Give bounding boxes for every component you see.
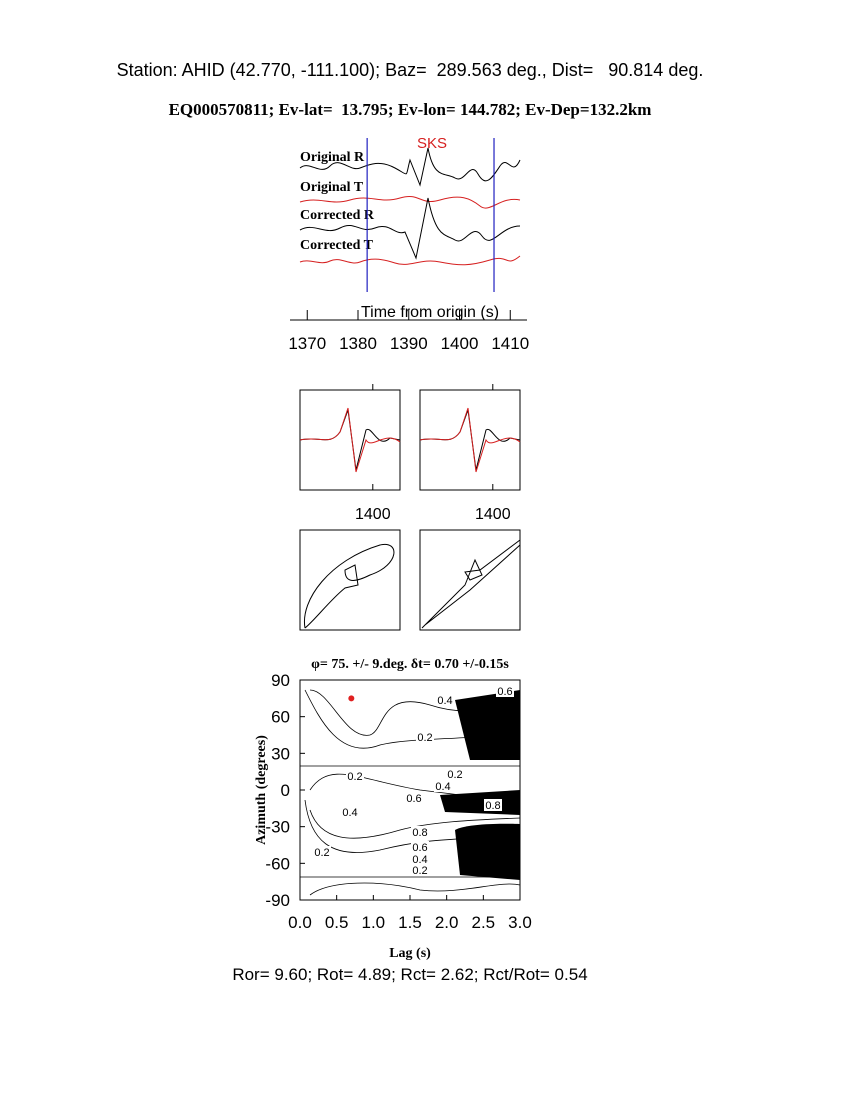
contour-label: 0.4 [437, 695, 452, 707]
contour-label-bg [341, 806, 359, 818]
contour-label: 0.2 [417, 732, 432, 744]
contour-line [309, 809, 521, 839]
contour-label: 0.2 [447, 769, 462, 781]
contour-label-bg [313, 846, 331, 858]
trace-label: Original R [300, 150, 365, 165]
panel-frame [299, 529, 401, 631]
x-tick-label: 1380 [339, 334, 377, 353]
contour-label-bg [346, 770, 364, 782]
contour-line [309, 689, 521, 736]
y-tick-label: -60 [265, 854, 290, 873]
particle-motion [303, 543, 395, 629]
x-tick-label: 1410 [491, 334, 529, 353]
contour-line [304, 689, 521, 749]
trace-label: Corrected R [300, 208, 375, 223]
contour-label: 0.8 [412, 827, 427, 839]
waveforms [299, 147, 521, 266]
x-tick-label: 1370 [288, 334, 326, 353]
contour-label-bg [446, 768, 464, 780]
contour-label: 0.2 [412, 865, 427, 877]
y-tick-label: -90 [265, 891, 290, 910]
panel-frame [419, 529, 521, 631]
contour-line [304, 799, 521, 853]
x-axis-label: Time from origin (s) [361, 304, 499, 321]
y-tick-label: 60 [271, 708, 290, 727]
event-title: EQ000570811; Ev-lat= 13.795; Ev-lon= 144… [169, 100, 652, 119]
contour-label: 0.8 [485, 800, 500, 812]
plot-title: φ= 75. +/- 9.deg. δt= 0.70 +/-0.15s [311, 657, 509, 672]
trace-label: Original T [300, 180, 364, 195]
contour-label: 0.4 [435, 781, 450, 793]
phase-label: SKS [417, 135, 447, 152]
contour-label: 0.6 [406, 793, 421, 805]
contour-label: 0.2 [347, 771, 362, 783]
contour-label-bg [496, 685, 514, 697]
y-tick-label: 30 [271, 744, 290, 763]
x-tick-label: 1.5 [398, 913, 422, 932]
contour-label: 0.6 [497, 686, 512, 698]
y-tick-label: -30 [265, 818, 290, 837]
panel-frames [299, 389, 521, 631]
contour-label-bg [405, 792, 423, 804]
contour-band [455, 823, 520, 880]
waveform [299, 407, 401, 473]
y-axis-label: Azimuth (degrees) [254, 735, 269, 845]
contour-label-bg [411, 864, 429, 876]
x-tick-label: 0.5 [325, 913, 349, 932]
contour-label: 0.4 [342, 807, 357, 819]
contour-label: 0.6 [412, 842, 427, 854]
x-tick-label: 3.0 [508, 913, 532, 932]
footer: Ror= 9.60; Rot= 4.89; Rct= 2.62; Rct/Rot… [232, 965, 587, 984]
contour-label-bg [434, 780, 452, 792]
contour-label: 0.4 [412, 854, 427, 866]
trace-label: Corrected T [300, 238, 374, 253]
x-tick-label: 0.0 [288, 913, 312, 932]
contour-line [309, 882, 521, 896]
waveform [299, 196, 521, 209]
best-fit-point [348, 695, 355, 702]
contour-band [455, 690, 520, 760]
x-axis-label: Lag (s) [389, 946, 431, 961]
x-tick-label: 1400 [355, 506, 391, 523]
waveform [419, 407, 521, 473]
particle-motion [421, 539, 521, 629]
contour-label-bg [411, 826, 429, 838]
contour-label-bg [416, 731, 434, 743]
x-tick-label: 2.0 [435, 913, 459, 932]
x-tick-label: 1390 [390, 334, 428, 353]
x-tick-label: 1400 [475, 506, 511, 523]
x-tick-label: 1400 [441, 334, 479, 353]
y-tick-label: 90 [271, 671, 290, 690]
x-tick-label: 2.5 [472, 913, 496, 932]
y-tick-label: 0 [281, 781, 290, 800]
waveform [299, 255, 521, 266]
x-tick-label: 1.0 [362, 913, 386, 932]
contour-label-bg [484, 799, 502, 811]
station-title: Station: AHID (42.770, -111.100); Baz= 2… [117, 60, 704, 80]
trace-labels: Original R Original T Corrected R Correc… [300, 150, 375, 253]
contour-label: 0.2 [314, 847, 329, 859]
waveform [299, 197, 521, 260]
contour-label-bg [411, 853, 429, 865]
contour-label-bg [436, 694, 454, 706]
waveform [299, 147, 521, 187]
contour-label-bg [411, 841, 429, 853]
contour-line [309, 773, 521, 801]
